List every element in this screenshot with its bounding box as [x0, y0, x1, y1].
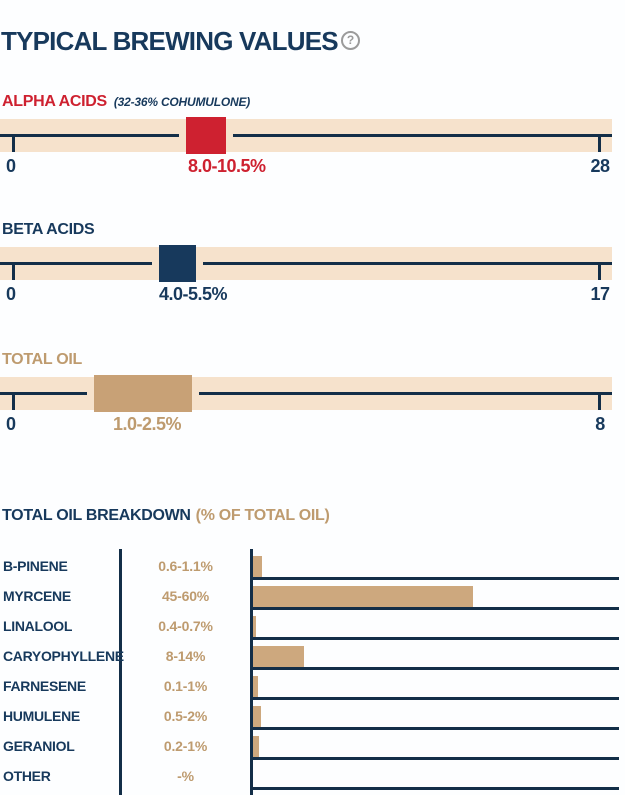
min-tick	[12, 134, 15, 152]
breakdown-subtitle: (% OF TOTAL OIL)	[195, 507, 330, 524]
track-line	[233, 134, 612, 137]
row-bar	[253, 616, 256, 637]
row-line	[251, 697, 619, 700]
row-value: 8-14%	[165, 648, 206, 664]
total-oil-track	[0, 375, 612, 412]
beta-acids-range-marker	[159, 245, 196, 282]
row-label: FARNESENE	[3, 678, 86, 694]
row-bar	[253, 586, 473, 607]
breakdown-row-myrcene: MYRCENE 45-60%	[0, 580, 619, 610]
row-line	[251, 727, 619, 730]
alpha-acids-max-label: 28	[590, 156, 610, 176]
beta-acids-label: BETA ACIDS	[2, 221, 95, 238]
row-value: 0.1-1%	[163, 678, 208, 694]
alpha-acids-label: ALPHA ACIDS	[2, 93, 107, 110]
row-line	[251, 637, 619, 640]
row-label: HUMULENE	[3, 708, 80, 724]
total-oil-min-label: 0	[6, 414, 16, 434]
help-icon[interactable]: ?	[341, 31, 360, 50]
breakdown-row-linalool: LINALOOL 0.4-0.7%	[0, 610, 619, 640]
breakdown-row-geraniol: GERANIOL 0.2-1%	[0, 730, 619, 760]
breakdown-title: TOTAL OIL BREAKDOWN	[2, 507, 191, 524]
total-oil-label: TOTAL OIL	[2, 351, 82, 368]
total-oil-range-label: 1.0-2.5%	[113, 414, 182, 434]
row-value: 0.6-1.1%	[158, 558, 213, 574]
alpha-acids-range-marker	[186, 117, 226, 154]
row-label: CARYOPHYLLENE	[3, 648, 124, 664]
row-label: B-PINENE	[3, 558, 68, 574]
row-bar	[253, 646, 304, 667]
beta-acids-slider: BETA ACIDS 0 4.0-5.5% 17	[0, 221, 625, 307]
page-title: TYPICAL BREWING VALUES	[1, 26, 339, 56]
total-oil-slider: TOTAL OIL 0 1.0-2.5% 8	[0, 351, 625, 437]
row-value: 0.4-0.7%	[158, 618, 213, 634]
row-value: 0.2-1%	[163, 738, 208, 754]
row-line	[251, 577, 619, 580]
min-tick	[12, 262, 15, 280]
breakdown-row-farnesene: FARNESENE 0.1-1%	[0, 670, 619, 700]
breakdown-row-humulene: HUMULENE 0.5-2%	[0, 700, 619, 730]
max-tick	[598, 392, 601, 410]
breakdown-row-other: OTHER -%	[0, 760, 619, 790]
breakdown-column-divider	[119, 549, 122, 795]
track-line	[203, 262, 612, 265]
beta-acids-range-label: 4.0-5.5%	[159, 284, 228, 304]
row-line	[251, 667, 619, 670]
breakdown-row-b-pinene: B-PINENE 0.6-1.1%	[0, 550, 619, 580]
row-bar	[253, 676, 258, 697]
row-line	[251, 787, 619, 790]
min-tick	[12, 392, 15, 410]
row-label: OTHER	[3, 768, 51, 784]
row-line	[251, 607, 619, 610]
track-line	[0, 392, 87, 395]
alpha-acids-min-label: 0	[6, 156, 16, 176]
row-label: LINALOOL	[3, 618, 73, 634]
alpha-acids-track	[0, 117, 612, 154]
beta-acids-track	[0, 245, 612, 282]
track-line	[0, 262, 152, 265]
row-label: MYRCENE	[3, 588, 71, 604]
max-tick	[598, 262, 601, 280]
question-mark-icon: ?	[346, 33, 355, 47]
max-tick	[598, 134, 601, 152]
alpha-acids-range-label: 8.0-10.5%	[188, 156, 266, 176]
row-value: 0.5-2%	[163, 708, 208, 724]
beta-acids-min-label: 0	[6, 284, 16, 304]
track-line	[199, 392, 612, 395]
row-value: 45-60%	[161, 588, 210, 604]
breakdown-row-caryophyllene: CARYOPHYLLENE 8-14%	[0, 640, 619, 670]
alpha-acids-subtitle: (32-36% COHUMULONE)	[113, 95, 251, 109]
total-oil-range-marker	[94, 375, 192, 412]
breakdown-chart-axis	[250, 549, 253, 795]
row-bar	[253, 736, 259, 757]
beta-acids-max-label: 17	[590, 284, 610, 304]
total-oil-max-label: 8	[595, 414, 605, 434]
row-label: GERANIOL	[3, 738, 75, 754]
track-line	[0, 134, 179, 137]
row-line	[251, 757, 619, 760]
row-bar	[253, 556, 262, 577]
breakdown-title-row: TOTAL OIL BREAKDOWN (% OF TOTAL OIL)	[2, 507, 330, 525]
row-value: -%	[177, 768, 194, 784]
alpha-acids-slider: ALPHA ACIDS (32-36% COHUMULONE) 0 8.0-10.…	[0, 93, 625, 179]
row-bar	[253, 706, 261, 727]
